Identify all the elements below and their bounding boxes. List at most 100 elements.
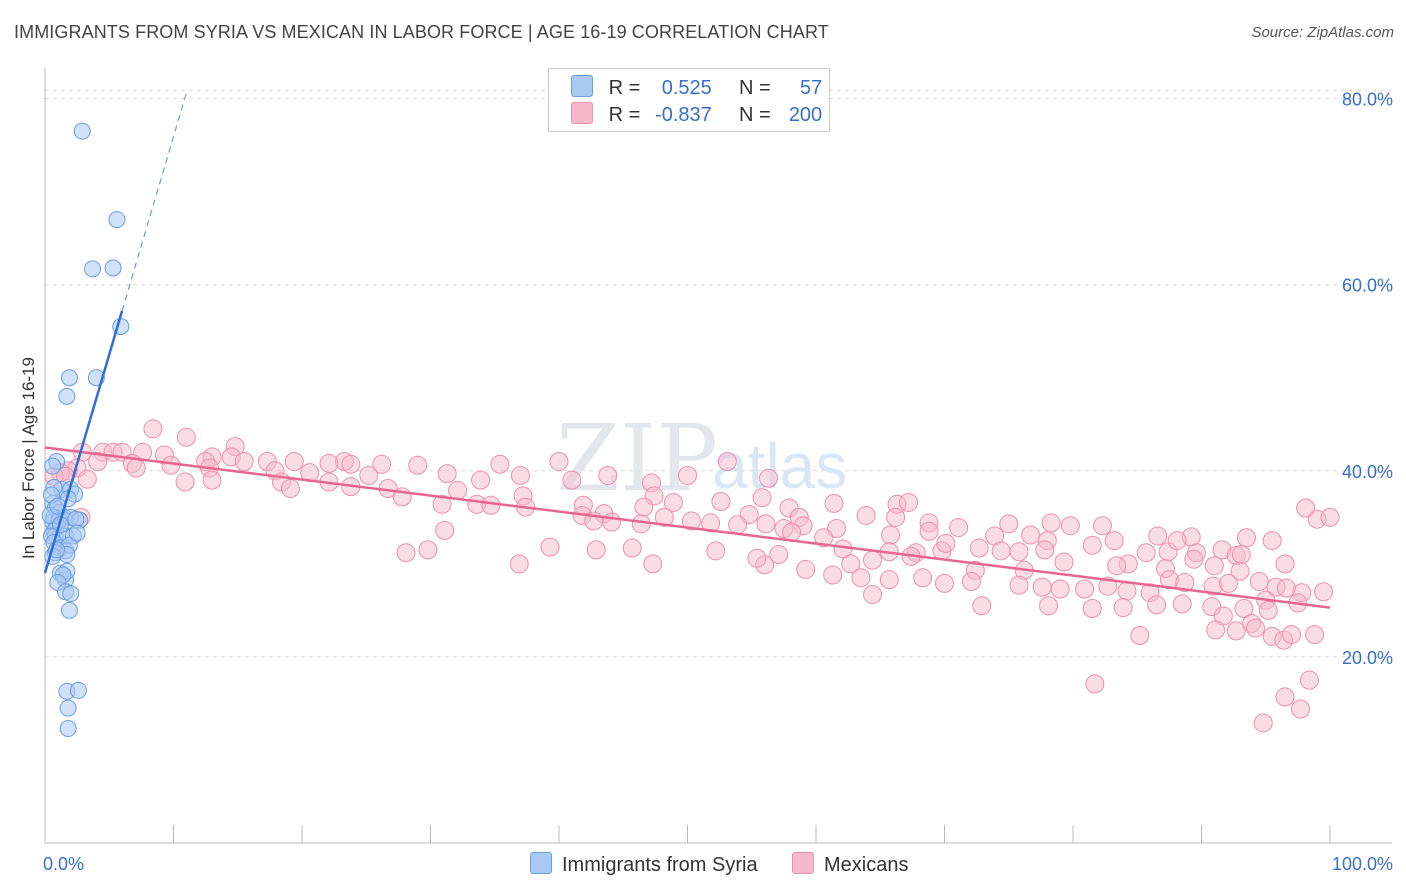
syria-points xyxy=(41,122,130,738)
mexicans-point xyxy=(711,492,731,512)
mexicans-point xyxy=(758,468,778,488)
syria-point xyxy=(84,260,102,278)
chart-title: IMMIGRANTS FROM SYRIA VS MEXICAN IN LABO… xyxy=(14,22,829,42)
x-tick-label-min: 0.0% xyxy=(43,854,84,874)
syria-r-value: 0.525 xyxy=(661,77,712,99)
mexicans-point xyxy=(1060,516,1080,536)
syria-n-value: 57 xyxy=(799,77,823,99)
syria-legend-label: Immigrants from Syria xyxy=(562,854,758,876)
mexicans-point xyxy=(1050,579,1070,599)
mexicans-point xyxy=(728,515,748,535)
axes xyxy=(44,68,1392,844)
mexicans-point xyxy=(841,554,861,574)
mexicans-point xyxy=(1320,507,1340,527)
mexicans-point xyxy=(717,452,737,471)
mexicans-legend-label: Mexicans xyxy=(824,854,909,876)
mexicans-point xyxy=(1184,549,1204,569)
mexicans-point xyxy=(284,452,304,471)
syria-point xyxy=(104,259,122,277)
mexicans-point xyxy=(701,513,721,533)
mexicans-point xyxy=(654,507,674,527)
mexicans-point xyxy=(899,492,919,512)
mexicans-point xyxy=(1258,600,1278,620)
mexicans-point xyxy=(88,452,108,471)
mexicans-point xyxy=(823,565,843,585)
y-tick-label: 20.0% xyxy=(1342,648,1393,668)
mexicans-point xyxy=(622,538,642,558)
mexicans-point xyxy=(991,541,1011,561)
mexicans-point xyxy=(1290,699,1310,719)
mexicans-point xyxy=(935,573,954,593)
mexicans-point xyxy=(1167,531,1187,551)
axis-labels: 20.0% 40.0% 60.0% 80.0% 0.0% 100.0% In Labor F… xyxy=(19,90,1393,874)
mexicans-trend-line xyxy=(44,446,1331,609)
mexicans-point xyxy=(1275,554,1295,574)
mexicans-point xyxy=(913,568,933,588)
mexicans-swatch xyxy=(571,102,593,124)
syria-trend-line xyxy=(43,310,124,574)
legend-item-syria: Immigrants from Syria xyxy=(530,852,758,877)
mexicans-point xyxy=(372,454,392,474)
mexicans-point xyxy=(598,465,618,485)
mexicans-point xyxy=(886,507,906,527)
r-label: R = xyxy=(608,77,641,99)
gridlines xyxy=(45,89,1392,658)
syria-point xyxy=(44,457,62,475)
trend-lines xyxy=(43,92,1331,609)
mexicans-swatch xyxy=(792,852,814,874)
mexicans-point xyxy=(678,465,697,485)
syria-point xyxy=(59,699,77,717)
mexicans-point xyxy=(435,520,455,540)
syria-point xyxy=(69,681,87,699)
mexicans-point xyxy=(1032,577,1052,597)
mexicans-point xyxy=(1231,545,1251,565)
source-label: Source: ZipAtlas.com xyxy=(1251,24,1394,41)
mexicans-point xyxy=(999,514,1019,534)
mexicans-point xyxy=(1093,516,1113,536)
mexicans-point xyxy=(1172,594,1192,614)
mexicans-point xyxy=(510,465,530,485)
mexicans-point xyxy=(396,543,416,563)
mexicans-point xyxy=(1082,599,1102,619)
mexicans-point xyxy=(747,548,767,568)
y-axis-label: In Labor Force | Age 16-19 xyxy=(19,357,38,559)
mexicans-n-value: 200 xyxy=(788,104,823,126)
mexicans-point xyxy=(175,472,195,492)
mexicans-point xyxy=(1204,556,1224,576)
mexicans-point xyxy=(1148,526,1168,546)
syria-point xyxy=(73,122,91,140)
mexicans-point xyxy=(1009,542,1029,562)
mexicans-point xyxy=(562,470,582,490)
mexicans-point xyxy=(1147,595,1167,615)
legend-item-mexicans: Mexicans xyxy=(792,852,908,877)
mexicans-point xyxy=(856,505,876,525)
mexicans-point xyxy=(1082,535,1102,555)
mexicans-point xyxy=(1276,578,1296,598)
mexicans-point xyxy=(447,480,467,500)
mexicans-point xyxy=(490,454,510,474)
mexicans-point xyxy=(1107,556,1127,576)
mexicans-point xyxy=(663,492,683,512)
mexicans-point xyxy=(752,488,772,508)
y-tick-label: 40.0% xyxy=(1342,462,1393,482)
mexicans-point xyxy=(602,512,622,532)
mexicans-point xyxy=(936,533,956,553)
mexicans-point xyxy=(827,518,847,538)
legend-row-mexicans: R = -0.837 N = 200 xyxy=(571,102,823,127)
mexicans-point xyxy=(796,559,816,579)
syria-trend-extension xyxy=(121,92,187,311)
mexicans-point xyxy=(851,568,871,588)
mexicans-point xyxy=(432,494,452,514)
syria-point xyxy=(60,369,78,387)
mexicans-points xyxy=(44,419,1340,733)
mexicans-point xyxy=(549,452,569,471)
n-label: N = xyxy=(738,104,771,126)
y-tick-label: 60.0% xyxy=(1342,276,1393,296)
mexicans-point xyxy=(1262,531,1282,551)
mexicans-point xyxy=(234,452,254,471)
mexicans-point xyxy=(1234,599,1254,619)
mexicans-point xyxy=(961,572,981,592)
syria-point xyxy=(58,387,76,405)
watermark-zip: ZIP xyxy=(556,405,718,512)
